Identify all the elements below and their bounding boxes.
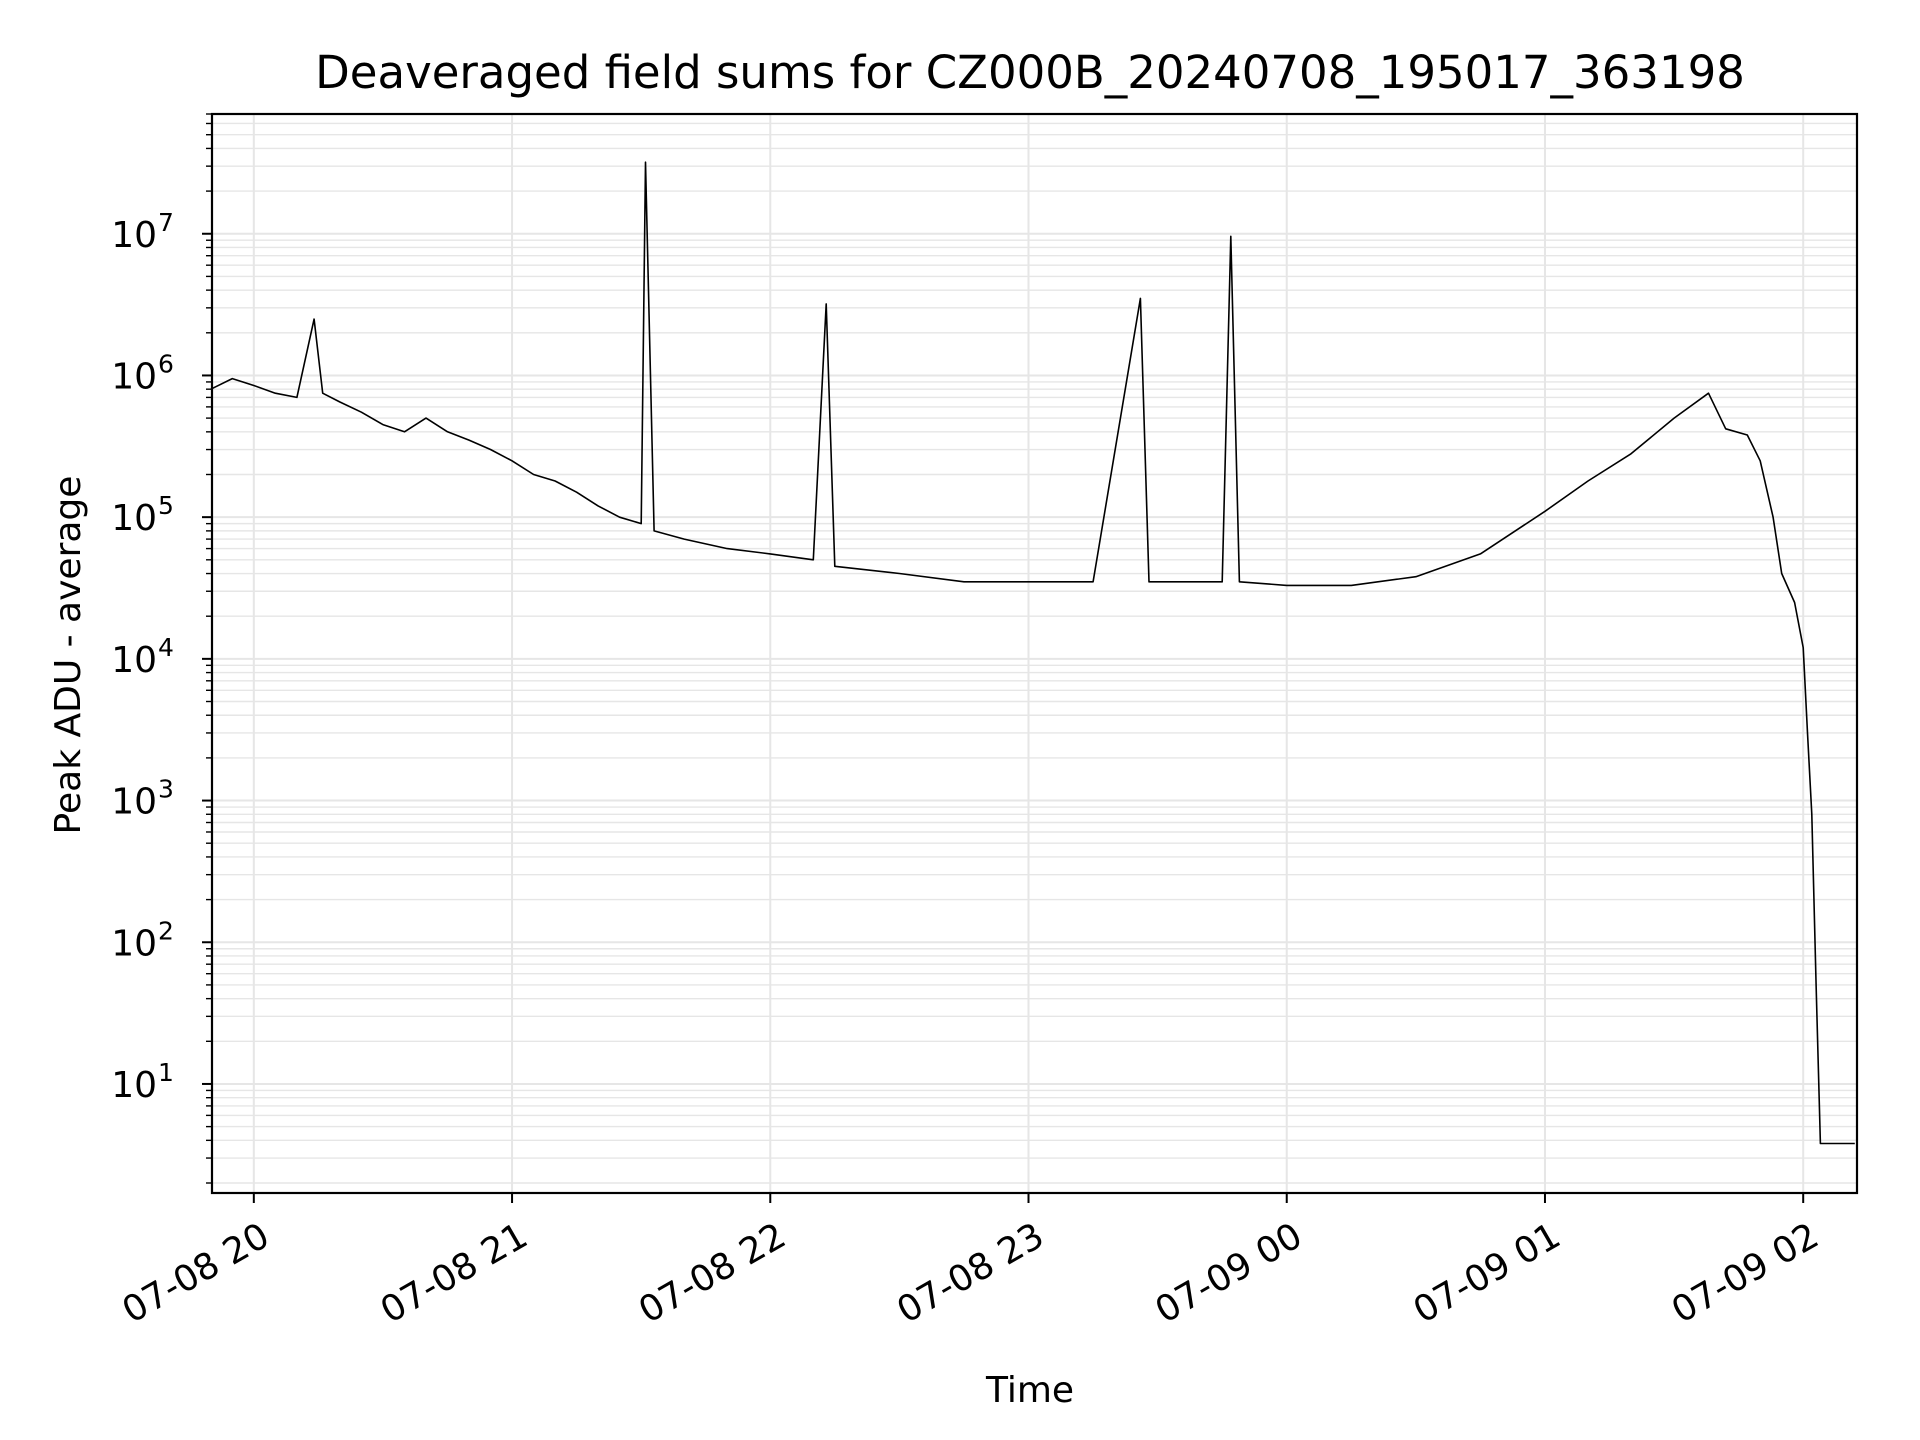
y-axis-label: Peak ADU - average [48,476,89,835]
y-tick-label: 10 [111,215,157,256]
x-axis-label: Time [985,1370,1074,1411]
y-tick-label: 10 [111,923,157,964]
y-tick-exponent: 2 [158,916,174,945]
y-tick-label: 10 [111,356,157,397]
y-tick-label: 10 [111,782,157,823]
y-tick-exponent: 7 [158,208,174,237]
y-tick-label: 10 [111,498,157,539]
y-tick-exponent: 1 [158,1058,174,1087]
y-tick-exponent: 5 [158,491,174,520]
chart-title: Deaveraged field sums for CZ000B_2024070… [315,46,1745,99]
plot-frame [210,112,1859,1195]
series-line [210,161,1855,1145]
series-layer [210,161,1855,1145]
y-tick-exponent: 4 [158,633,174,662]
y-tick-label: 10 [111,640,157,681]
y-tick-exponent: 6 [158,349,174,378]
y-tick-label: 10 [111,1065,157,1106]
grid-lines [212,113,1857,1193]
y-tick-exponent: 3 [158,775,174,804]
